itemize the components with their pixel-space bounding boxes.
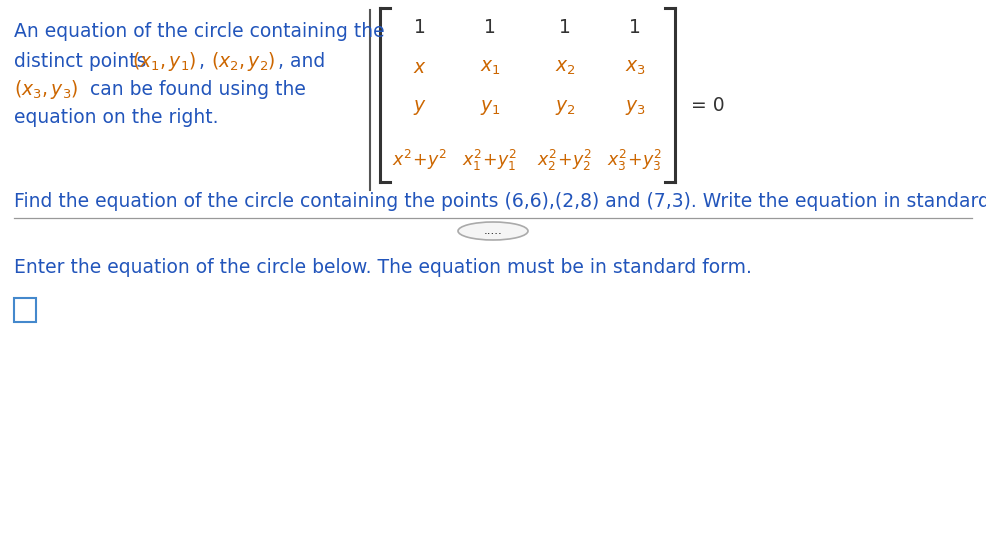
Text: $y_2$: $y_2$ <box>555 98 576 117</box>
Text: $x$: $x$ <box>413 58 427 77</box>
Ellipse shape <box>458 222 528 240</box>
Text: $x_2$: $x_2$ <box>555 58 576 77</box>
Text: Find the equation of the circle containing the points (6,6),(2,8) and (7,3). Wri: Find the equation of the circle containi… <box>14 192 986 211</box>
Text: An equation of the circle containing the: An equation of the circle containing the <box>14 22 385 41</box>
Text: $x_1$: $x_1$ <box>479 58 500 77</box>
Text: 1: 1 <box>629 18 641 37</box>
Text: $x_3^2\!+\!y_3^2$: $x_3^2\!+\!y_3^2$ <box>607 148 663 173</box>
Text: 1: 1 <box>484 18 496 37</box>
Text: ,: , <box>199 52 211 71</box>
Text: $y$: $y$ <box>413 98 427 117</box>
Text: $x_1^2\!+\!y_1^2$: $x_1^2\!+\!y_1^2$ <box>462 148 518 173</box>
Text: = 0: = 0 <box>691 96 725 115</box>
Text: $(x_3, y_3)$: $(x_3, y_3)$ <box>14 78 79 101</box>
Text: distinct points: distinct points <box>14 52 153 71</box>
Text: Enter the equation of the circle below. The equation must be in standard form.: Enter the equation of the circle below. … <box>14 258 752 277</box>
FancyBboxPatch shape <box>14 298 36 322</box>
Text: $y_1$: $y_1$ <box>479 98 500 117</box>
Text: can be found using the: can be found using the <box>84 80 306 99</box>
Text: $(x_1,y_1)$: $(x_1,y_1)$ <box>132 50 196 73</box>
Text: , and: , and <box>278 52 325 71</box>
Text: 1: 1 <box>559 18 571 37</box>
Text: $(x_2,y_2)$: $(x_2,y_2)$ <box>211 50 275 73</box>
Text: $x_2^2\!+\!y_2^2$: $x_2^2\!+\!y_2^2$ <box>537 148 593 173</box>
Text: 1: 1 <box>414 18 426 37</box>
Text: $x^2\!+\!y^2$: $x^2\!+\!y^2$ <box>392 148 448 172</box>
Text: .....: ..... <box>483 225 503 237</box>
Text: $x_3$: $x_3$ <box>624 58 646 77</box>
Text: equation on the right.: equation on the right. <box>14 108 219 127</box>
Text: $y_3$: $y_3$ <box>624 98 646 117</box>
